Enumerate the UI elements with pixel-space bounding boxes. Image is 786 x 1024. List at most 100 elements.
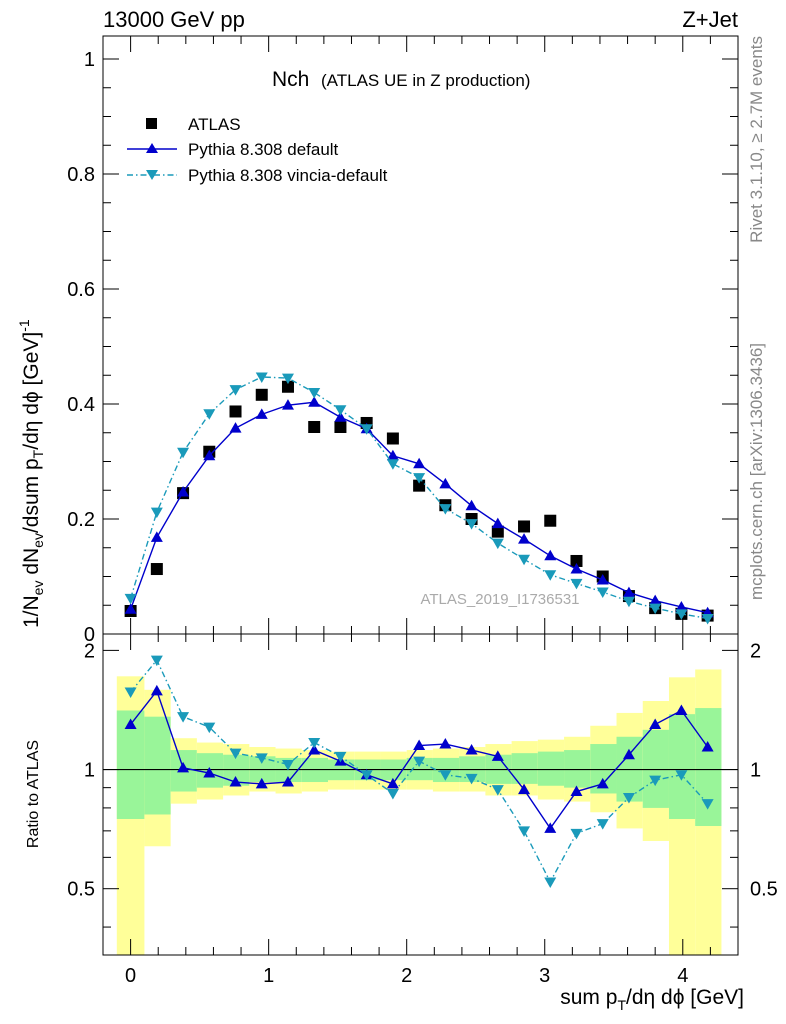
point-atlas xyxy=(544,514,557,527)
ratio-point-pythia-8-308-default xyxy=(622,748,635,760)
ratio-point-pythia-8-308-vincia-default xyxy=(518,826,531,837)
point-pythia-8-308-vincia-default xyxy=(203,409,216,420)
point-pythia-8-308-default xyxy=(203,449,216,461)
ratio-point-pythia-8-308-default xyxy=(701,741,714,752)
x-tick-label: 0 xyxy=(125,965,136,987)
ratio-marks xyxy=(124,655,714,888)
y-tick-label: 0 xyxy=(84,624,95,646)
point-pythia-8-308-vincia-default xyxy=(675,609,688,620)
ratio-point-pythia-8-308-default xyxy=(518,783,531,795)
ratio-point-pythia-8-308-default xyxy=(203,767,216,778)
ratio-bands xyxy=(103,669,738,955)
point-pythia-8-308-default xyxy=(150,531,163,542)
band-green xyxy=(668,714,696,819)
point-pythia-8-308-vincia-default xyxy=(334,405,347,416)
point-pythia-8-308-default xyxy=(622,586,635,598)
ratio-y-tick-label-right: 1 xyxy=(750,760,761,782)
ratio-point-pythia-8-308-default xyxy=(465,744,478,755)
ratio-point-pythia-8-308-default xyxy=(386,777,399,789)
main-panel: 0 0.2 0.4 0.6 0.8 1 Nch (ATLAS UE in Z produc… xyxy=(16,35,739,646)
point-atlas xyxy=(334,421,347,433)
point-pythia-8-308-vincia-default xyxy=(570,578,583,590)
ratio-point-pythia-8-308-default xyxy=(308,744,321,755)
point-pythia-8-308-vincia-default xyxy=(649,603,662,615)
ratio-point-pythia-8-308-vincia-default xyxy=(701,799,714,810)
ratio-point-pythia-8-308-default xyxy=(675,704,688,715)
ratio-point-pythia-8-308-vincia-default xyxy=(150,655,163,667)
ratio-point-pythia-8-308-default xyxy=(413,739,426,751)
legend-item-pythia-vincia: Pythia 8.308 vincia-default xyxy=(127,166,388,185)
ratio-point-pythia-8-308-default xyxy=(544,822,557,833)
point-pythia-8-308-vincia-default xyxy=(177,447,190,459)
point-pythia-8-308-vincia-default xyxy=(622,596,635,608)
y-tick-label: 1 xyxy=(84,49,95,71)
ratio-y-tick-label-left: 1 xyxy=(84,760,95,782)
main-title: Nch xyxy=(272,68,309,91)
analysis-watermark: ATLAS_2019_I1736531 xyxy=(420,591,579,608)
ratio-point-pythia-8-308-default xyxy=(229,776,242,787)
main-ylabel: 1/Nev dNev/dsum pT/dη dϕ [GeV]-1 xyxy=(16,319,46,628)
point-pythia-8-308-default xyxy=(649,594,662,606)
ratio-point-pythia-8-308-default xyxy=(570,785,583,797)
ratio-point-pythia-8-308-vincia-default xyxy=(177,712,190,723)
y-tick-label: 0.2 xyxy=(67,509,95,531)
ratio-point-pythia-8-308-vincia-default xyxy=(622,792,635,804)
ratio-point-pythia-8-308-vincia-default xyxy=(255,753,268,764)
point-atlas xyxy=(413,479,426,492)
ratio-y-tick-label-right: 0.5 xyxy=(750,879,778,901)
series-line-pythia-8-308-vincia-default xyxy=(129,376,708,620)
ratio-point-pythia-8-308-default xyxy=(124,718,137,729)
ratio-point-pythia-8-308-vincia-default xyxy=(465,773,478,785)
point-pythia-8-308-vincia-default xyxy=(281,373,294,385)
point-pythia-8-308-default xyxy=(491,517,504,529)
x-tick-label: 2 xyxy=(401,965,412,987)
point-pythia-8-308-vincia-default xyxy=(360,424,373,435)
point-pythia-8-308-default xyxy=(386,449,399,461)
legend-label-pythia-default: Pythia 8.308 default xyxy=(188,140,339,159)
point-pythia-8-308-vincia-default xyxy=(701,613,714,625)
ratio-point-pythia-8-308-vincia-default xyxy=(675,770,688,781)
legend-marker-pythia-default xyxy=(146,143,158,153)
x-tick-label: 4 xyxy=(677,965,688,987)
point-pythia-8-308-default xyxy=(596,573,609,585)
point-pythia-8-308-vincia-default xyxy=(518,554,531,566)
ratio-point-pythia-8-308-vincia-default xyxy=(229,748,242,760)
point-pythia-8-308-default xyxy=(229,422,242,433)
ratio-point-pythia-8-308-vincia-default xyxy=(544,877,557,888)
point-pythia-8-308-vincia-default xyxy=(386,459,399,470)
legend-label-atlas: ATLAS xyxy=(188,115,241,134)
point-pythia-8-308-default xyxy=(124,603,137,614)
point-pythia-8-308-vincia-default xyxy=(124,593,137,605)
point-pythia-8-308-vincia-default xyxy=(596,587,609,599)
ratio-point-pythia-8-308-vincia-default xyxy=(281,759,294,771)
energy-label: 13000 GeV pp xyxy=(103,7,245,32)
ratio-point-pythia-8-308-default xyxy=(177,761,190,773)
ratio-xlabel: sum pT/dη dϕ [GeV] xyxy=(560,986,744,1013)
point-atlas xyxy=(570,554,583,567)
legend-label-pythia-vincia: Pythia 8.308 vincia-default xyxy=(188,166,388,185)
point-pythia-8-308-vincia-default xyxy=(150,507,163,519)
point-pythia-8-308-default xyxy=(255,408,268,419)
ratio-point-pythia-8-308-vincia-default xyxy=(649,775,662,787)
legend-item-pythia-default: Pythia 8.308 default xyxy=(127,140,339,159)
ratio-point-pythia-8-308-vincia-default xyxy=(570,828,583,840)
point-pythia-8-308-vincia-default xyxy=(413,473,426,484)
point-pythia-8-308-default xyxy=(413,457,426,469)
ratio-point-pythia-8-308-vincia-default xyxy=(491,785,504,796)
point-pythia-8-308-default xyxy=(570,563,583,574)
ratio-point-pythia-8-308-default xyxy=(596,777,609,789)
point-pythia-8-308-default xyxy=(334,411,347,422)
ratio-ylabel: Ratio to ATLAS xyxy=(25,740,42,848)
ratio-point-pythia-8-308-vincia-default xyxy=(308,738,321,749)
point-pythia-8-308-vincia-default xyxy=(255,372,268,383)
ratio-point-pythia-8-308-default xyxy=(255,777,268,789)
legend-marker-pythia-vincia xyxy=(146,170,158,180)
point-atlas xyxy=(150,563,163,576)
band-green xyxy=(537,751,565,786)
ratio-point-pythia-8-308-default xyxy=(649,718,662,729)
ratio-frame xyxy=(102,633,739,956)
x-tick-label: 1 xyxy=(263,965,274,987)
point-pythia-8-308-vincia-default xyxy=(544,570,557,581)
ratio-y-tick-label-right: 2 xyxy=(750,640,761,662)
